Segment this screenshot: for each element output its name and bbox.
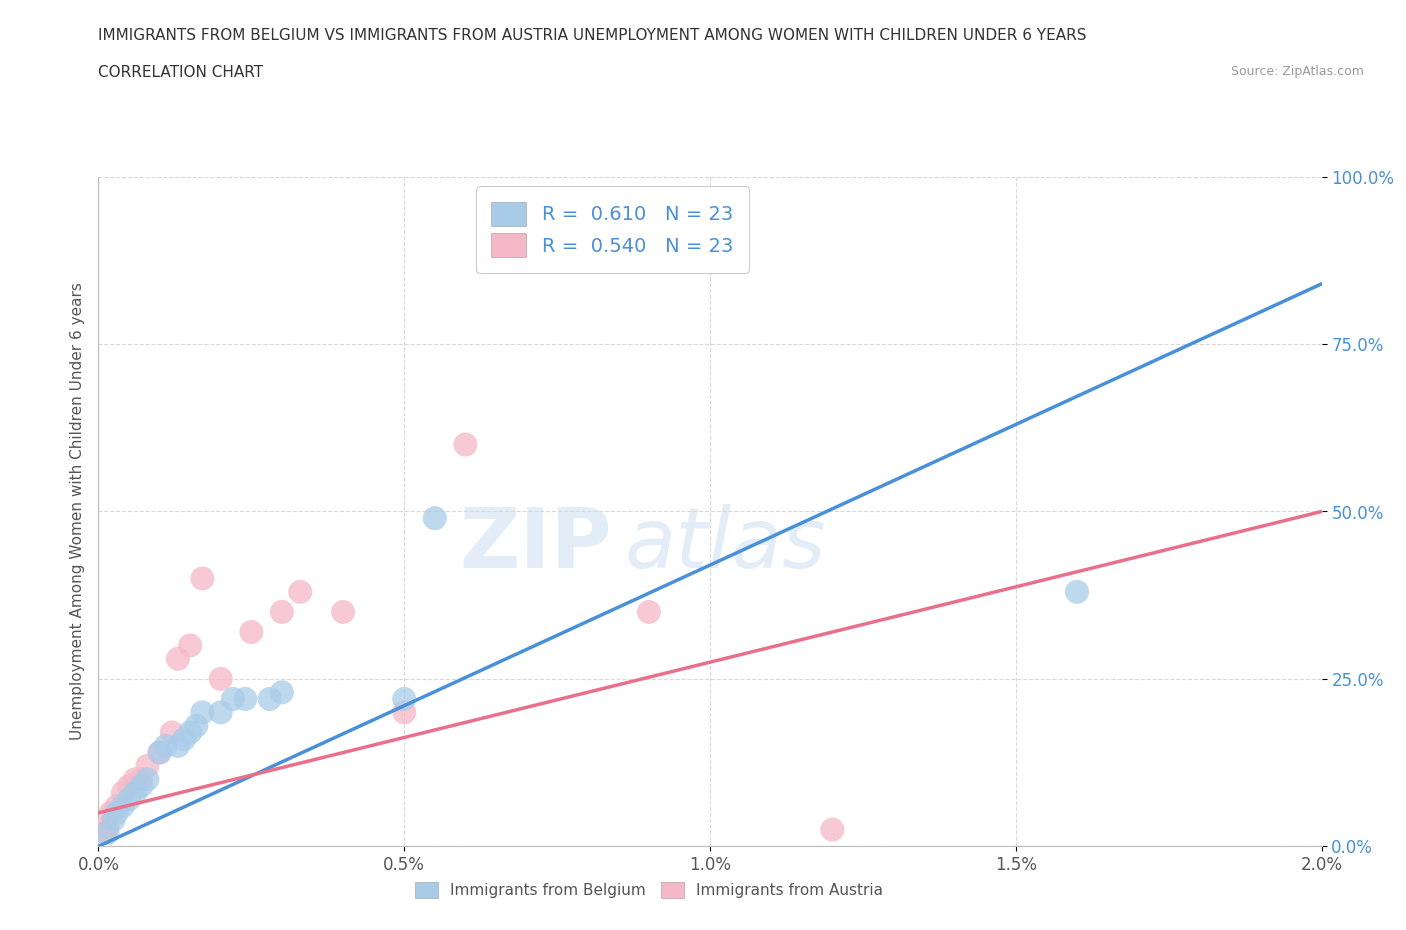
Point <box>209 705 232 720</box>
Point <box>637 604 661 619</box>
Point <box>105 805 128 820</box>
Point <box>423 511 446 525</box>
Point <box>124 772 146 787</box>
Text: Source: ZipAtlas.com: Source: ZipAtlas.com <box>1230 65 1364 78</box>
Point <box>111 799 134 814</box>
Point <box>93 826 115 841</box>
Point <box>149 745 172 760</box>
Point <box>100 805 122 820</box>
Text: atlas: atlas <box>624 504 827 586</box>
Point <box>129 772 152 787</box>
Point <box>191 571 214 586</box>
Point <box>167 738 190 753</box>
Point <box>290 584 312 599</box>
Point <box>392 692 416 707</box>
Point <box>160 725 183 740</box>
Point <box>821 822 844 837</box>
Point <box>240 625 263 640</box>
Point <box>186 718 208 733</box>
Y-axis label: Unemployment Among Women with Children Under 6 years: Unemployment Among Women with Children U… <box>69 283 84 740</box>
Point <box>179 638 201 653</box>
Point <box>129 778 152 793</box>
Point <box>97 826 120 841</box>
Point <box>1066 584 1088 599</box>
Text: ZIP: ZIP <box>460 504 612 586</box>
Point <box>233 692 256 707</box>
Point <box>136 772 159 787</box>
Point <box>103 812 125 827</box>
Point <box>209 671 232 686</box>
Point <box>149 745 172 760</box>
Point <box>191 705 214 720</box>
Point <box>124 785 146 800</box>
Point <box>392 705 416 720</box>
Text: IMMIGRANTS FROM BELGIUM VS IMMIGRANTS FROM AUSTRIA UNEMPLOYMENT AMONG WOMEN WITH: IMMIGRANTS FROM BELGIUM VS IMMIGRANTS FR… <box>98 28 1087 43</box>
Point <box>454 437 477 452</box>
Point <box>118 778 141 793</box>
Point <box>222 692 245 707</box>
Point <box>259 692 281 707</box>
Point <box>118 792 141 807</box>
Point <box>97 818 120 833</box>
Point <box>179 725 201 740</box>
Point <box>111 785 134 800</box>
Point <box>155 738 177 753</box>
Legend: Immigrants from Belgium, Immigrants from Austria: Immigrants from Belgium, Immigrants from… <box>408 874 890 906</box>
Point <box>167 651 190 666</box>
Point <box>136 759 159 774</box>
Text: CORRELATION CHART: CORRELATION CHART <box>98 65 263 80</box>
Point <box>332 604 354 619</box>
Point <box>173 732 195 747</box>
Point <box>270 684 294 699</box>
Point <box>270 604 294 619</box>
Point <box>105 799 128 814</box>
